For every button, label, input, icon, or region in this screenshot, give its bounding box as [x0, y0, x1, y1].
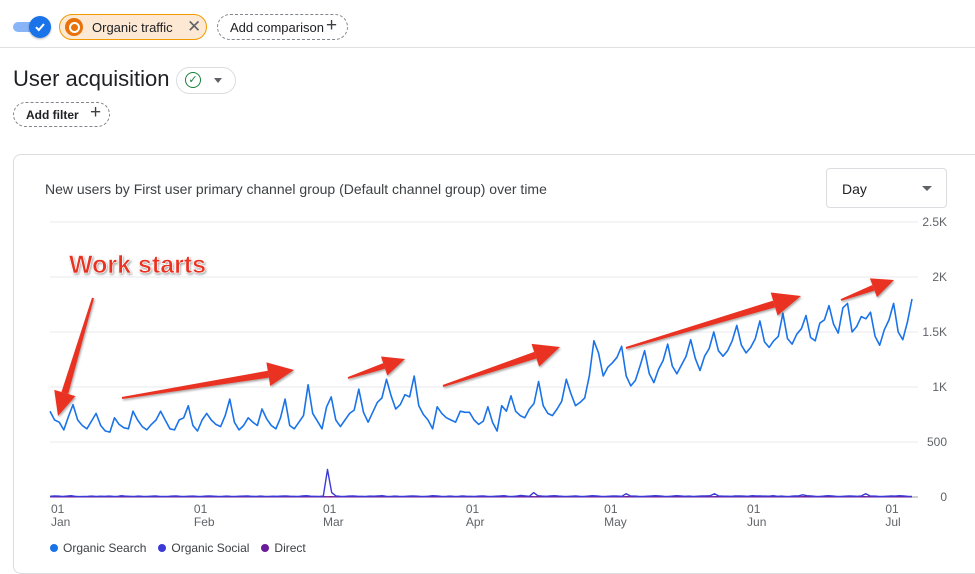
legend-item: Organic Search	[50, 541, 146, 555]
y-tick-label: 500	[927, 435, 947, 449]
arrow-shaft	[626, 301, 775, 349]
x-tick-day: 01	[466, 502, 480, 516]
arrow-head	[54, 390, 75, 416]
annotation-arrow	[348, 356, 405, 378]
arrow-shaft	[61, 298, 94, 394]
annotation-label: Work starts	[69, 251, 206, 279]
chart-legend: Organic Search Organic Social Direct	[50, 541, 306, 555]
x-tick-month: Jun	[747, 515, 766, 529]
legend-item: Direct	[261, 541, 305, 555]
legend-label: Organic Search	[63, 541, 146, 555]
arrow-head	[870, 278, 894, 297]
arrow-shaft	[841, 285, 875, 301]
annotation-arrow	[122, 362, 294, 399]
x-tick-day: 01	[194, 502, 208, 516]
arrow-shaft	[443, 352, 537, 387]
arrow-head	[771, 292, 801, 315]
annotation-arrow	[443, 344, 560, 387]
y-tick-label: 0	[940, 490, 947, 504]
x-tick-day: 01	[604, 502, 618, 516]
series-line-organic-social	[50, 470, 912, 497]
legend-dot-icon	[50, 544, 58, 552]
series-line-organic-search	[50, 299, 912, 432]
y-tick-label: 2.5K	[922, 215, 947, 229]
x-tick-day: 01	[51, 502, 65, 516]
y-tick-label: 1.5K	[922, 325, 947, 339]
legend-label: Organic Social	[171, 541, 249, 555]
x-tick-month: Jan	[51, 515, 70, 529]
x-tick-day: 01	[885, 502, 899, 516]
arrow-head	[532, 344, 560, 367]
x-tick-month: Mar	[323, 515, 344, 529]
x-tick-month: Apr	[466, 515, 485, 529]
y-tick-label: 2K	[932, 270, 947, 284]
x-tick-day: 01	[747, 502, 761, 516]
legend-item: Organic Social	[158, 541, 249, 555]
x-tick-month: May	[604, 515, 627, 529]
legend-label: Direct	[274, 541, 305, 555]
legend-dot-icon	[158, 544, 166, 552]
arrow-shaft	[348, 363, 385, 379]
arrow-head	[381, 356, 405, 375]
annotation-arrow	[841, 278, 894, 300]
arrow-shaft	[122, 371, 269, 399]
x-tick-month: Jul	[885, 515, 900, 529]
x-tick-month: Feb	[194, 515, 215, 529]
x-tick-day: 01	[323, 502, 337, 516]
arrow-head	[266, 362, 294, 386]
annotation-arrow	[54, 298, 94, 416]
legend-dot-icon	[261, 544, 269, 552]
y-tick-label: 1K	[932, 380, 947, 394]
